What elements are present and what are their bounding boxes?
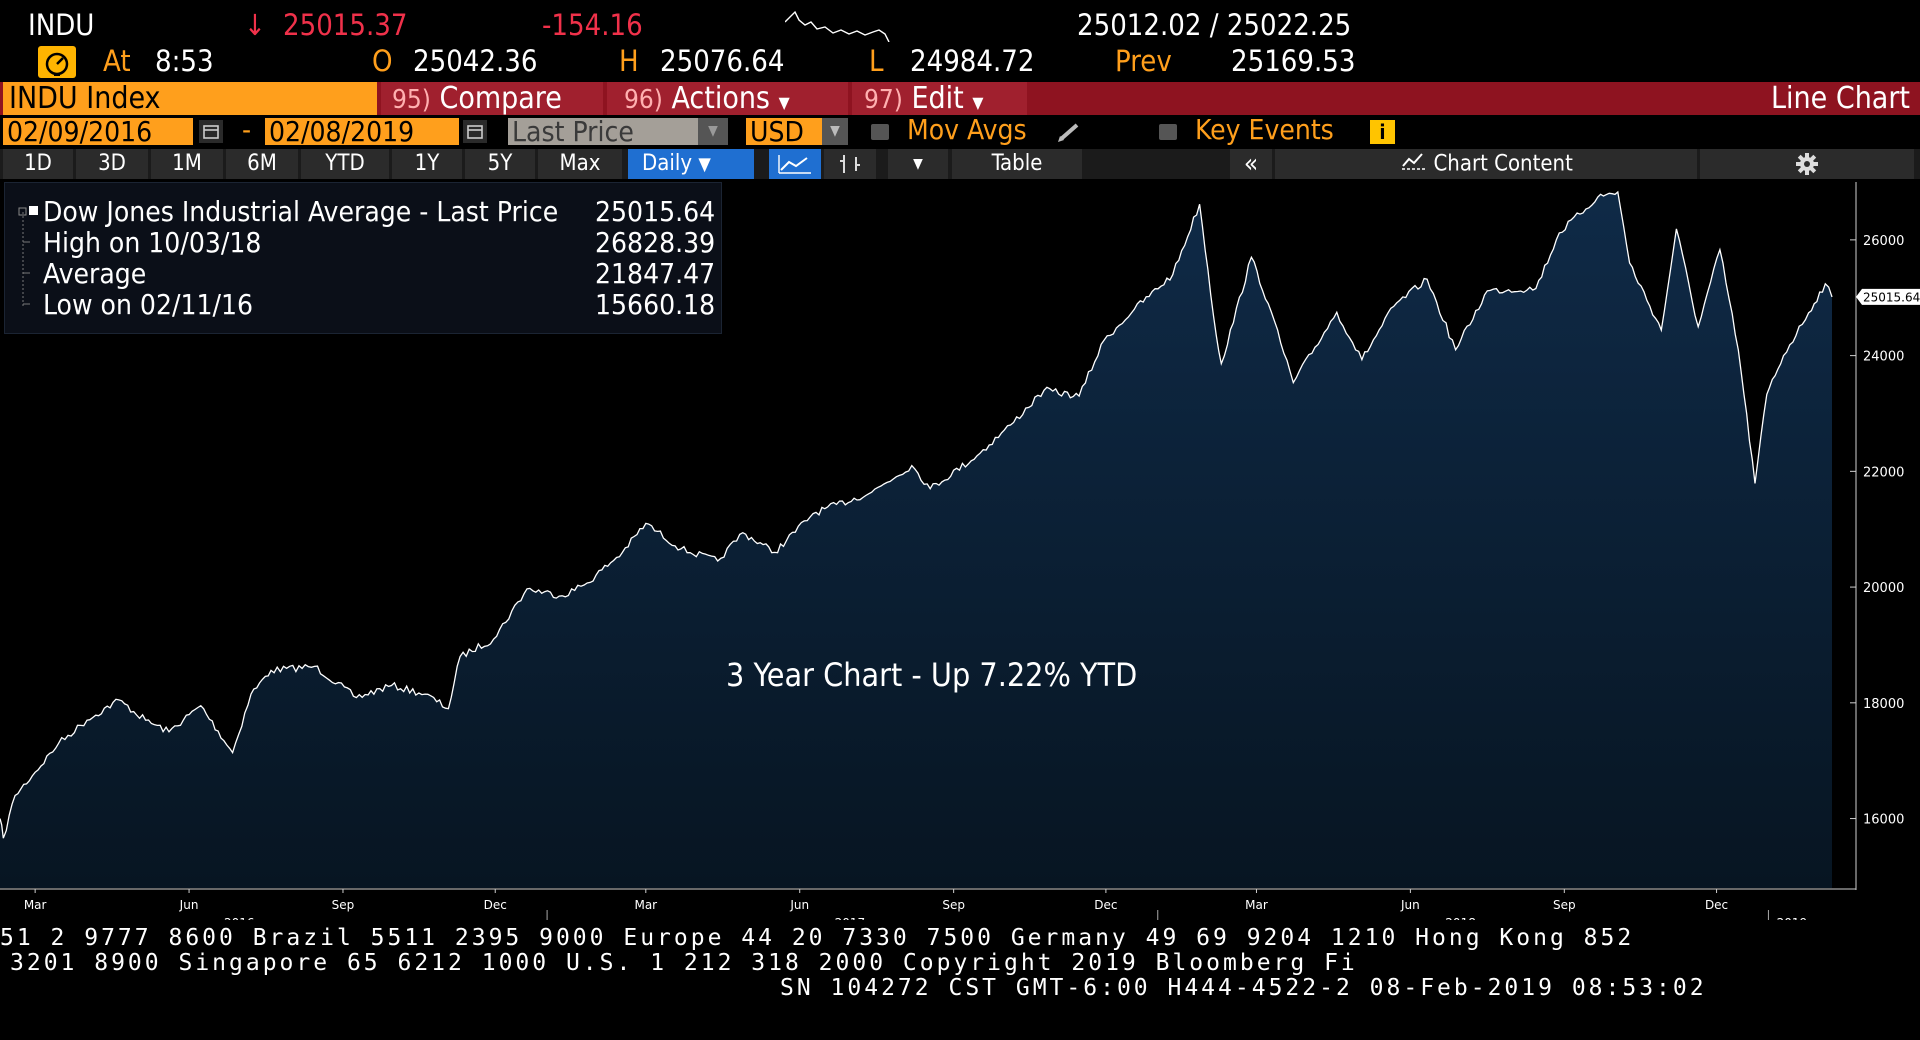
x-tick-label: Jun bbox=[179, 898, 199, 912]
x-tick-label: Dec bbox=[1094, 898, 1117, 912]
footer-line-1: 51 2 9777 8600 Brazil 5511 2395 9000 Eur… bbox=[0, 926, 1635, 950]
last-value-marker bbox=[1856, 288, 1920, 305]
x-tick-label: Jun bbox=[1400, 898, 1420, 912]
x-tick-label: Mar bbox=[24, 898, 47, 912]
y-tick-label: 20000 bbox=[1863, 581, 1904, 596]
gear-icon[interactable] bbox=[1700, 149, 1914, 179]
high-label: H bbox=[619, 44, 639, 78]
chart-title: 3 Year Chart - Up 7.22% YTD bbox=[726, 656, 1138, 694]
chevron-down-icon: ▼ bbox=[972, 93, 984, 112]
security-field-text: INDU Index bbox=[9, 81, 161, 116]
low-price: 24984.72 bbox=[910, 44, 1035, 78]
field-select[interactable]: Last Price bbox=[508, 118, 698, 146]
down-arrow-icon: ↓ bbox=[244, 8, 266, 42]
prev-price: 25169.53 bbox=[1231, 44, 1356, 78]
footer-line-3: SN 104272 CST GMT-6:00 H444-4522-2 08-Fe… bbox=[780, 975, 1707, 1001]
chevron-down-icon: ▼ bbox=[698, 154, 711, 175]
legend-series-label: Dow Jones Industrial Average - Last Pric… bbox=[43, 195, 559, 228]
range-1m[interactable]: 1M bbox=[151, 149, 223, 179]
chart-content-icon bbox=[1399, 149, 1427, 180]
quote-time: 8:53 bbox=[155, 44, 214, 78]
high-price: 25076.64 bbox=[660, 44, 785, 78]
x-year-label: 2016 bbox=[224, 916, 255, 920]
end-date-field[interactable]: 02/08/2019 bbox=[265, 118, 459, 146]
at-label: At bbox=[103, 44, 131, 78]
price-area-fill bbox=[0, 192, 1832, 888]
y-tick-label: 22000 bbox=[1863, 465, 1904, 480]
range-ytd[interactable]: YTD bbox=[301, 149, 389, 179]
actions-button[interactable]: 96) Actions ▼ bbox=[607, 82, 848, 115]
range-6m[interactable]: 6M bbox=[226, 149, 298, 179]
view-title: Line Chart bbox=[1771, 81, 1910, 116]
legend-high-value: 26828.39 bbox=[595, 226, 716, 259]
x-tick-label: Dec bbox=[1705, 898, 1728, 912]
y-tick-label: 26000 bbox=[1863, 234, 1904, 249]
line-chart-icon[interactable] bbox=[769, 149, 821, 179]
y-tick-label: 16000 bbox=[1863, 813, 1904, 828]
legend-low-value: 15660.18 bbox=[595, 288, 716, 321]
net-change: -154.16 bbox=[542, 8, 643, 42]
security-field[interactable]: INDU Index bbox=[3, 82, 377, 115]
last-value-label: 25015.64 bbox=[1863, 290, 1920, 304]
x-year-label: 2019 bbox=[1777, 916, 1808, 920]
legend-series-value: 25015.64 bbox=[595, 195, 716, 228]
start-date-field[interactable]: 02/09/2016 bbox=[3, 118, 193, 146]
range-5y[interactable]: 5Y bbox=[465, 149, 535, 179]
range-1y[interactable]: 1Y bbox=[392, 149, 462, 179]
x-tick-label: Sep bbox=[942, 898, 965, 912]
intraday-sparkline bbox=[785, 10, 890, 42]
y-tick-label: 24000 bbox=[1863, 350, 1904, 365]
last-price: 25015.37 bbox=[283, 8, 408, 42]
chevron-down-icon[interactable]: ▼ bbox=[888, 149, 948, 179]
mov-avgs-label[interactable]: Mov Avgs bbox=[907, 113, 1027, 146]
pencil-icon[interactable] bbox=[1055, 117, 1085, 145]
chart-content-button[interactable]: Chart Content bbox=[1275, 149, 1697, 179]
price-chart[interactable]: 16000 18000 20000 22000 24000 26000 25015.64 M… bbox=[0, 182, 1920, 920]
x-tick-label: Jun bbox=[789, 898, 809, 912]
range-3d[interactable]: 3D bbox=[76, 149, 148, 179]
prev-label: Prev bbox=[1115, 44, 1172, 78]
legend-tree-lines bbox=[18, 200, 42, 320]
table-button[interactable]: Table bbox=[952, 149, 1082, 179]
chevron-down-icon[interactable]: ▼ bbox=[822, 118, 848, 145]
x-year-label: 2017 bbox=[835, 916, 866, 920]
key-events-label[interactable]: Key Events bbox=[1195, 113, 1334, 146]
legend-average-label: Average bbox=[43, 257, 147, 290]
x-tick-label: Dec bbox=[484, 898, 507, 912]
calendar-icon[interactable] bbox=[463, 120, 487, 143]
mov-avgs-checkbox[interactable] bbox=[871, 124, 889, 140]
info-icon[interactable]: i bbox=[1370, 120, 1395, 144]
legend-high-label: High on 10/03/18 bbox=[43, 226, 262, 259]
calendar-icon[interactable] bbox=[199, 120, 223, 143]
price-line bbox=[0, 190, 1833, 839]
security-symbol: INDU bbox=[28, 8, 95, 42]
legend-panel[interactable] bbox=[4, 182, 722, 334]
key-events-checkbox[interactable] bbox=[1159, 124, 1177, 140]
compare-button[interactable]: 95) Compare bbox=[381, 82, 603, 115]
legend-average-value: 21847.47 bbox=[595, 257, 716, 290]
x-tick-label: Mar bbox=[634, 898, 657, 912]
open-label: O bbox=[372, 44, 393, 78]
edit-button[interactable]: 97) Edit ▼ bbox=[852, 82, 1027, 115]
date-separator: - bbox=[242, 113, 252, 146]
bid-ask: 25012.02 / 25022.25 bbox=[1077, 8, 1352, 42]
x-tick-label: Sep bbox=[1553, 898, 1576, 912]
speedometer-icon[interactable] bbox=[38, 46, 76, 78]
range-max[interactable]: Max bbox=[538, 149, 622, 179]
collapse-icon[interactable]: « bbox=[1230, 149, 1272, 179]
chevron-down-icon: ▼ bbox=[778, 93, 790, 112]
low-label: L bbox=[869, 44, 884, 78]
range-1d[interactable]: 1D bbox=[3, 149, 73, 179]
frequency-select[interactable]: Daily ▼ bbox=[628, 149, 754, 179]
x-tick-label: Sep bbox=[332, 898, 355, 912]
bar-chart-icon[interactable] bbox=[824, 149, 876, 179]
chevron-down-icon[interactable]: ▼ bbox=[698, 118, 728, 145]
open-price: 25042.36 bbox=[413, 44, 538, 78]
footer-line-2: 3201 8900 Singapore 65 6212 1000 U.S. 1 … bbox=[10, 951, 1358, 975]
currency-select[interactable]: USD bbox=[746, 118, 836, 146]
legend-low-label: Low on 02/11/16 bbox=[43, 288, 254, 321]
x-tick-label: Mar bbox=[1245, 898, 1268, 912]
y-tick-label: 18000 bbox=[1863, 697, 1904, 712]
